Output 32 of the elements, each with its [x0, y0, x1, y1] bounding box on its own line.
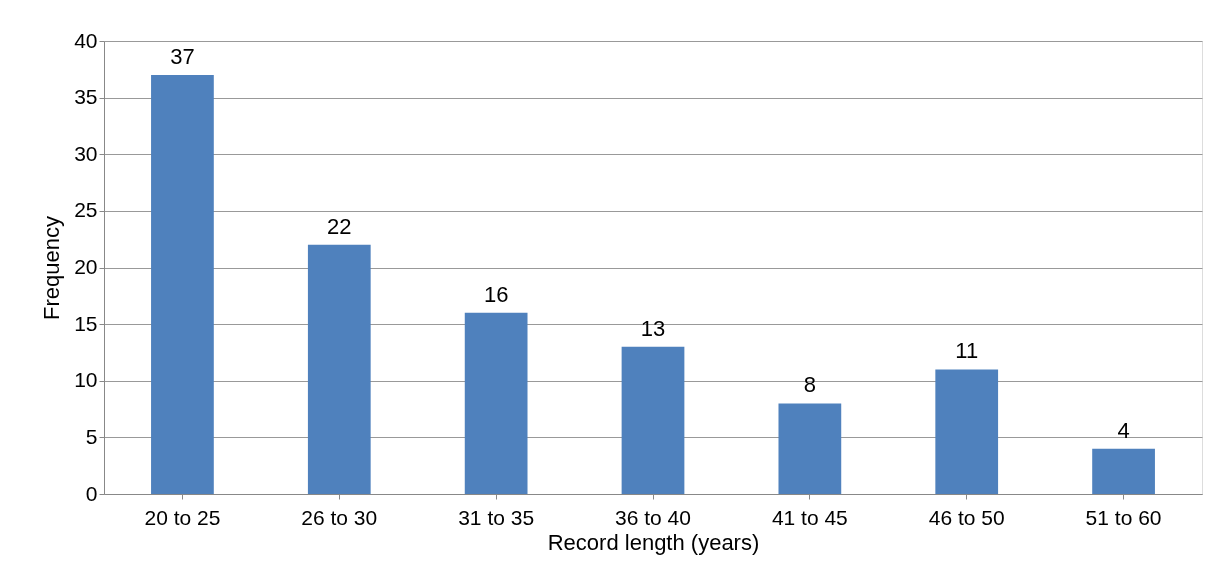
bar: [778, 403, 842, 494]
bar: [151, 74, 214, 494]
y-tick-label: 40: [74, 28, 98, 52]
bar: [307, 244, 371, 494]
x-tick-label: 26 to 30: [301, 505, 378, 529]
data-label: 16: [483, 281, 509, 307]
x-tick-label: 36 to 40: [615, 505, 691, 529]
x-tick-label: 46 to 50: [928, 505, 1005, 529]
data-label: 4: [1117, 417, 1130, 443]
bar: [1092, 448, 1155, 494]
y-tick-label: 25: [74, 198, 98, 222]
y-tick-label: 30: [74, 141, 98, 165]
data-label: 37: [170, 43, 195, 69]
data-label: 22: [327, 213, 352, 239]
y-tick-label: 15: [74, 311, 98, 335]
y-tick-label: 20: [74, 255, 98, 278]
bar: [621, 346, 685, 494]
data-label: 13: [640, 315, 666, 341]
x-tick-label: 20 to 25: [144, 505, 221, 529]
y-tick-label: 0: [85, 481, 98, 505]
x-tick-label: 41 to 45: [771, 505, 848, 529]
data-label: 8: [803, 372, 816, 398]
y-tick-label: 10: [74, 368, 98, 392]
x-tick-label: 31 to 35: [458, 505, 535, 529]
x-axis-title: Record length (years): [547, 529, 760, 555]
x-tick-label: 51 to 60: [1085, 505, 1162, 529]
y-axis-title: Frequency: [39, 216, 65, 320]
bar: [935, 369, 999, 494]
data-label: 11: [955, 338, 979, 364]
bar: [464, 312, 528, 494]
y-tick-label: 5: [85, 424, 98, 448]
y-tick-label: 35: [74, 85, 98, 109]
